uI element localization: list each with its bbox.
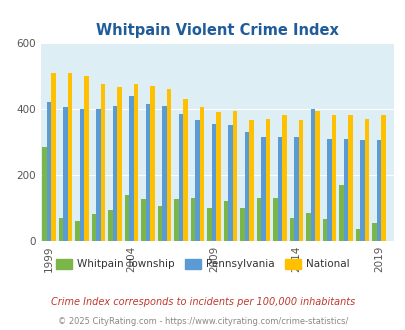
Bar: [157, 206, 162, 241]
Bar: [183, 99, 187, 241]
Bar: [305, 213, 310, 241]
Bar: [223, 201, 228, 241]
Bar: [249, 120, 253, 241]
Bar: [215, 112, 220, 241]
Bar: [190, 198, 195, 241]
Bar: [298, 120, 303, 241]
Bar: [228, 125, 232, 241]
Bar: [273, 198, 277, 241]
Bar: [47, 102, 51, 241]
Bar: [166, 89, 171, 241]
Bar: [211, 124, 215, 241]
Bar: [117, 87, 121, 241]
Bar: [265, 119, 269, 241]
Bar: [67, 73, 72, 241]
Bar: [51, 73, 55, 241]
Bar: [314, 111, 319, 241]
Bar: [162, 106, 166, 241]
Bar: [112, 106, 117, 241]
Bar: [207, 208, 211, 241]
Bar: [326, 139, 331, 241]
Bar: [59, 218, 63, 241]
Bar: [294, 137, 298, 241]
Bar: [174, 199, 178, 241]
Legend: Whitpain Township, Pennsylvania, National: Whitpain Township, Pennsylvania, Nationa…: [52, 255, 353, 274]
Bar: [322, 219, 326, 241]
Bar: [339, 185, 343, 241]
Bar: [42, 147, 47, 241]
Bar: [145, 104, 150, 241]
Bar: [359, 140, 364, 241]
Bar: [129, 96, 133, 241]
Bar: [331, 115, 335, 241]
Bar: [195, 120, 199, 241]
Bar: [199, 107, 204, 241]
Bar: [178, 114, 183, 241]
Text: Crime Index corresponds to incidents per 100,000 inhabitants: Crime Index corresponds to incidents per…: [51, 297, 354, 307]
Bar: [84, 76, 88, 241]
Bar: [150, 86, 154, 241]
Bar: [364, 119, 368, 241]
Bar: [289, 218, 294, 241]
Bar: [355, 229, 359, 241]
Bar: [108, 210, 112, 241]
Bar: [347, 115, 352, 241]
Bar: [256, 198, 260, 241]
Bar: [376, 140, 380, 241]
Bar: [96, 109, 100, 241]
Bar: [75, 221, 79, 241]
Bar: [124, 195, 129, 241]
Bar: [371, 223, 376, 241]
Bar: [260, 137, 265, 241]
Bar: [240, 208, 244, 241]
Bar: [310, 109, 314, 241]
Bar: [63, 107, 67, 241]
Bar: [100, 84, 105, 241]
Bar: [244, 132, 249, 241]
Bar: [277, 137, 281, 241]
Bar: [281, 115, 286, 241]
Bar: [232, 111, 237, 241]
Text: © 2025 CityRating.com - https://www.cityrating.com/crime-statistics/: © 2025 CityRating.com - https://www.city…: [58, 317, 347, 326]
Bar: [380, 115, 385, 241]
Bar: [141, 199, 145, 241]
Bar: [92, 214, 96, 241]
Bar: [79, 109, 84, 241]
Title: Whitpain Violent Crime Index: Whitpain Violent Crime Index: [96, 22, 338, 38]
Bar: [343, 139, 347, 241]
Bar: [133, 84, 138, 241]
